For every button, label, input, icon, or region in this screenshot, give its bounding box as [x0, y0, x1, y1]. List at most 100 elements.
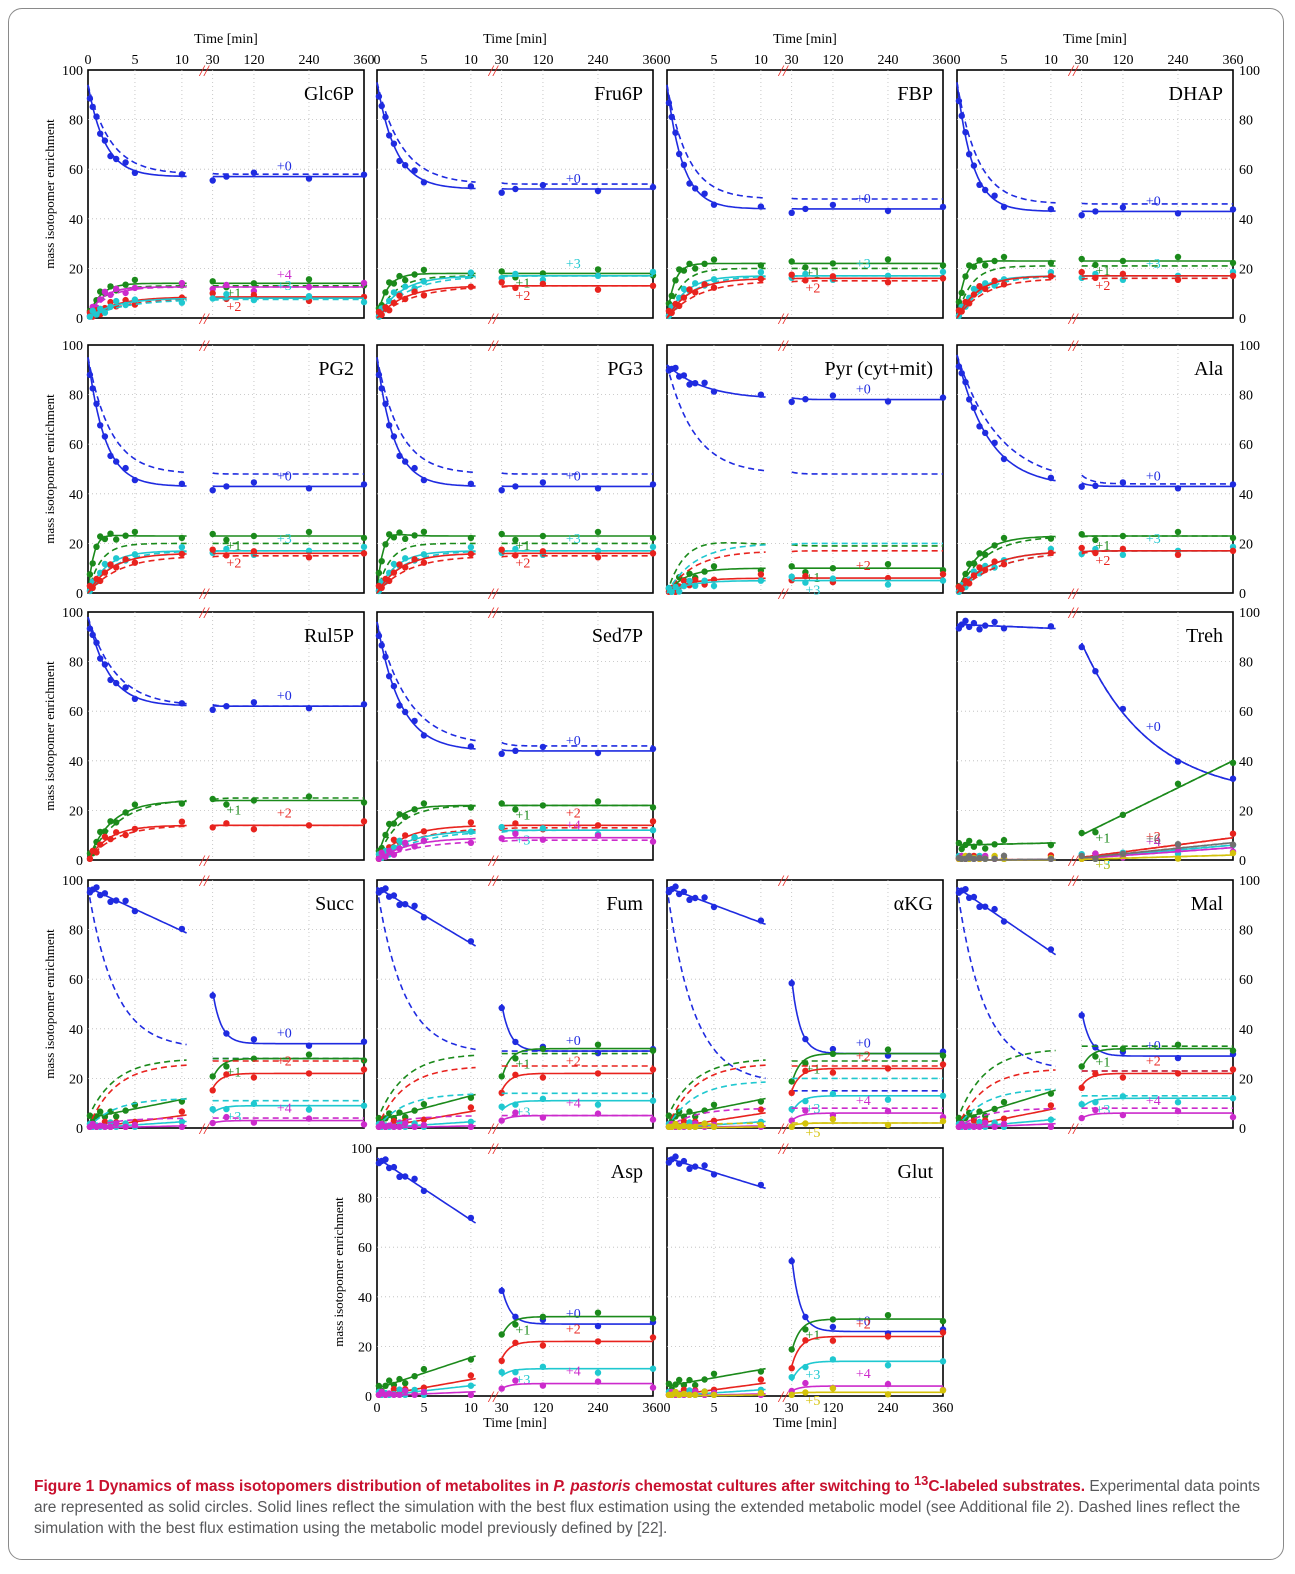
data-point: [991, 542, 998, 549]
data-point: [701, 1388, 708, 1395]
data-point: [757, 1389, 765, 1397]
series-line-m4-dashed: [501, 839, 653, 843]
data-point: [1174, 1041, 1182, 1048]
data-point: [939, 571, 947, 578]
data-point: [107, 152, 114, 160]
series-line-m0: [1080, 1011, 1233, 1057]
data-point: [701, 568, 708, 575]
data-point: [1229, 775, 1237, 782]
data-point: [305, 528, 313, 536]
data-point: [701, 190, 708, 197]
data-point: [991, 1123, 998, 1131]
data-point: [467, 534, 475, 542]
data-point: [829, 575, 837, 582]
data-point: [970, 263, 978, 270]
series-line-m1-dashed: [1081, 760, 1234, 836]
series-label: +3: [856, 257, 871, 272]
data-point: [594, 1041, 602, 1048]
data-point: [1092, 668, 1099, 675]
series-line-m0-dashed: [212, 472, 364, 475]
data-point: [710, 276, 718, 283]
series-line-m0-dashed: [87, 616, 187, 705]
series-line-m3-dashed: [501, 274, 653, 278]
y-axis-label: mass isotopomer enrichment: [42, 661, 57, 811]
data-point: [966, 852, 973, 860]
data-point: [939, 268, 947, 276]
series-label: +0: [566, 1034, 581, 1049]
data-point: [710, 1171, 718, 1178]
data-point: [802, 579, 809, 586]
data-point: [970, 291, 978, 298]
data-point: [672, 1153, 679, 1160]
series-label: +3: [566, 257, 581, 272]
y-tick-label: 60: [69, 163, 83, 178]
series-line-m2-dashed: [212, 824, 364, 827]
series-line-m2-dashed: [376, 556, 476, 594]
panel-rul5p: // // 0 20 40 60 80 100 mass isotopomer enrichme…: [42, 605, 368, 870]
data-point: [305, 293, 313, 300]
data-point: [386, 1110, 393, 1117]
series-line-m1-dashed: [376, 1054, 476, 1121]
data-point: [962, 617, 969, 624]
data-point: [680, 582, 688, 590]
data-point: [360, 481, 368, 488]
axis-break-mark-top: //: [199, 605, 210, 622]
data-point: [396, 452, 403, 460]
data-point: [209, 1087, 216, 1094]
data-point: [788, 1365, 795, 1372]
x-tick-label-top: 5: [420, 53, 427, 68]
y-tick-label: 100: [62, 64, 83, 79]
series-label: +2: [515, 556, 530, 571]
data-point: [498, 487, 505, 494]
data-point: [411, 1123, 418, 1131]
y-tick-label-right: 80: [1239, 924, 1253, 939]
data-point: [131, 528, 139, 536]
data-point: [939, 577, 947, 584]
data-point: [970, 572, 978, 579]
data-point: [539, 1363, 547, 1371]
series-line-m3: [212, 1104, 364, 1114]
series-line-m3-dashed: [791, 542, 943, 546]
data-point: [539, 802, 547, 809]
x-tick-label-top: 120: [532, 53, 553, 68]
data-point: [1000, 455, 1008, 463]
data-point: [386, 307, 393, 314]
series-line-m3-dashed: [956, 275, 1056, 319]
data-point: [594, 1378, 602, 1385]
data-point: [1092, 1053, 1099, 1060]
panel-title: Treh: [1186, 625, 1223, 647]
data-point: [113, 285, 120, 292]
data-point: [676, 1376, 683, 1384]
data-point: [692, 280, 699, 287]
series-line-m1: [790, 1052, 943, 1084]
panel-fru6p: // // 0 5 10 30 120 240 360 Time [min] Fru6P +0 +1 +3…: [374, 32, 664, 328]
x-tick-label-top: 360: [643, 53, 664, 68]
data-point: [1119, 479, 1127, 486]
data-point: [802, 1060, 809, 1067]
data-point: [93, 400, 100, 407]
data-point: [402, 1173, 409, 1180]
axis-break-mark-top: //: [1068, 605, 1079, 622]
data-point: [1000, 561, 1008, 568]
series-label: +0: [277, 1027, 292, 1042]
data-point: [498, 1004, 505, 1012]
data-point: [122, 897, 129, 904]
data-point: [107, 291, 114, 298]
data-point: [97, 130, 104, 137]
data-point: [680, 1381, 688, 1389]
data-point: [539, 836, 547, 843]
data-point: [390, 820, 398, 827]
data-point: [467, 550, 475, 558]
data-point: [402, 708, 409, 716]
series-label: +2: [566, 806, 581, 821]
caption-title-part5: C-labeled substrates.: [928, 1478, 1086, 1496]
data-point: [420, 1187, 428, 1195]
y-tick-label-right: 60: [1239, 973, 1253, 988]
data-point: [498, 1369, 505, 1376]
data-point: [390, 569, 398, 576]
data-point: [884, 1096, 892, 1103]
data-point: [209, 546, 216, 553]
data-point: [498, 530, 505, 538]
data-point: [411, 1373, 418, 1380]
data-point: [498, 279, 505, 286]
